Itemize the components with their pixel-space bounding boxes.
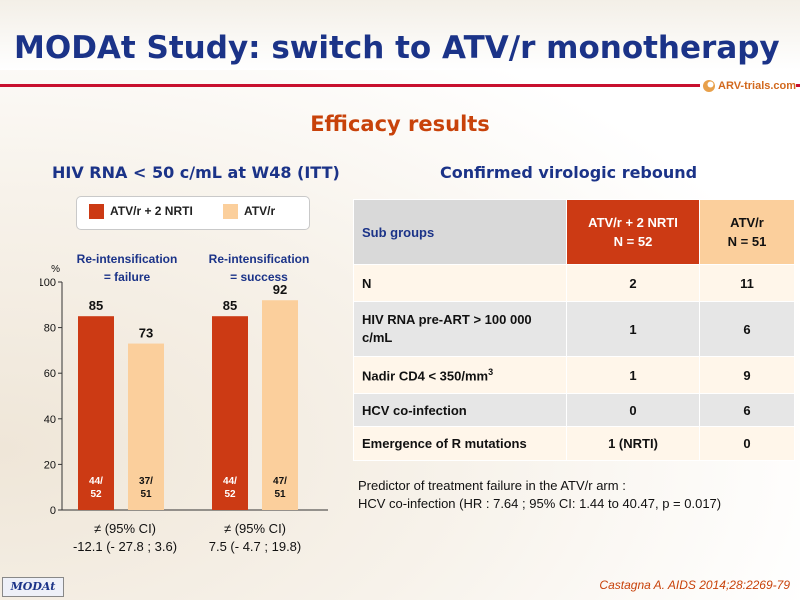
subgroup-table: Sub groups ATV/r + 2 NRTI N = 52 ATV/r N… xyxy=(353,199,795,461)
row-label: Emergence of R mutations xyxy=(353,426,567,461)
bar-n-label: 52 xyxy=(90,489,102,500)
table-row: N 2 11 xyxy=(353,264,795,302)
bar xyxy=(78,316,114,510)
legend-item-atvr-nrti: ATV/r + 2 NRTI xyxy=(89,204,193,220)
bar-chart: % 0 20 40 60 80 100 85 44/52 73 37/51 85 44/52 92 47/5… xyxy=(40,264,328,517)
chart-legend: ATV/r + 2 NRTI ATV/r xyxy=(76,196,310,230)
title-band xyxy=(0,0,800,70)
predictor-note: Predictor of treatment failure in the AT… xyxy=(358,477,721,513)
bar-n-label: 51 xyxy=(140,489,152,500)
bar-n-label: 37/ xyxy=(139,476,153,487)
right-heading: Confirmed virologic rebound xyxy=(440,163,698,182)
table-row: HCV co-infection 0 6 xyxy=(353,393,795,427)
predictor-line: HCV co-infection (HR : 7.64 ; 95% CI: 1.… xyxy=(358,496,722,511)
y-axis-unit: % xyxy=(51,264,60,275)
modat-badge: MODAt xyxy=(2,577,64,597)
y-tick-label: 20 xyxy=(44,459,56,471)
table-row: Emergence of R mutations 1 (NRTI) 0 xyxy=(353,426,795,461)
header-line: ATV/r + 2 NRTI xyxy=(588,215,678,230)
y-tick-label: 40 xyxy=(44,414,56,426)
predictor-line: Predictor of treatment failure in the AT… xyxy=(358,478,626,493)
header-atvr: ATV/r N = 51 xyxy=(699,199,795,265)
diff-line: 7.5 (- 4.7 ; 19.8) xyxy=(208,539,302,554)
logo-text: ARV-trials.com xyxy=(718,80,797,92)
bar xyxy=(262,300,298,510)
header-atvr-nrti: ATV/r + 2 NRTI N = 52 xyxy=(566,199,700,265)
bar-n-label: 44/ xyxy=(89,476,103,487)
row-value: 0 xyxy=(566,393,700,427)
legend-label: ATV/r + 2 NRTI xyxy=(110,204,193,218)
table-header-row: Sub groups ATV/r + 2 NRTI N = 52 ATV/r N… xyxy=(353,199,795,265)
bar-value-label: 92 xyxy=(273,282,287,297)
bar-n-label: 51 xyxy=(274,489,286,500)
table-row: HIV RNA pre-ART > 100 000 c/mL 1 6 xyxy=(353,301,795,357)
header-line: ATV/r xyxy=(730,215,764,230)
row-label: N xyxy=(353,264,567,302)
group-label-success: Re-intensification = success xyxy=(194,250,324,286)
header-line: N = 52 xyxy=(613,234,653,249)
y-tick-label: 60 xyxy=(44,368,56,380)
row-value: 0 xyxy=(699,426,795,461)
row-label-superscript: 3 xyxy=(488,366,494,377)
bar-n-label: 52 xyxy=(224,489,236,500)
bar xyxy=(212,316,248,510)
bar-n-label: 47/ xyxy=(273,476,287,487)
y-tick-label: 0 xyxy=(50,505,56,517)
row-value: 1 (NRTI) xyxy=(566,426,700,461)
group-label-line: Re-intensification xyxy=(76,252,178,266)
row-label: Nadir CD4 < 350/mm3 xyxy=(353,356,567,394)
row-label-text: Nadir CD4 < 350/mm xyxy=(362,368,489,384)
bar-n-label: 44/ xyxy=(223,476,237,487)
row-value: 6 xyxy=(699,301,795,357)
diff-line: -12.1 (- 27.8 ; 3.6) xyxy=(72,539,178,554)
bar xyxy=(128,343,164,510)
row-value: 6 xyxy=(699,393,795,427)
row-value: 1 xyxy=(566,301,700,357)
difference-ci-group-2: ≠ (95% CI) 7.5 (- 4.7 ; 19.8) xyxy=(180,520,330,556)
diff-line: ≠ (95% CI) xyxy=(93,521,157,536)
y-tick-label: 100 xyxy=(40,277,56,289)
row-value: 11 xyxy=(699,264,795,302)
legend-swatch-red xyxy=(89,204,104,220)
difference-ci-group-1: ≠ (95% CI) -12.1 (- 27.8 ; 3.6) xyxy=(50,520,200,556)
row-value: 9 xyxy=(699,356,795,394)
group-label-line: = failure xyxy=(103,270,151,284)
row-value: 1 xyxy=(566,356,700,394)
header-line: N = 51 xyxy=(727,234,767,249)
header-subgroups: Sub groups xyxy=(353,199,567,265)
row-label: HCV co-infection xyxy=(353,393,567,427)
table-row: Nadir CD4 < 350/mm3 1 9 xyxy=(353,356,795,394)
left-heading: HIV RNA < 50 c/mL at W48 (ITT) xyxy=(52,163,340,182)
title-divider xyxy=(0,84,800,87)
bar-value-label: 85 xyxy=(223,298,237,313)
group-label-line: Re-intensification xyxy=(208,252,310,266)
y-tick-label: 80 xyxy=(44,323,56,335)
group-label-failure: Re-intensification = failure xyxy=(62,250,192,286)
legend-item-atvr: ATV/r xyxy=(223,204,276,220)
citation: Castagna A. AIDS 2014;28:2269-79 xyxy=(599,578,790,592)
row-label: HIV RNA pre-ART > 100 000 c/mL xyxy=(353,301,567,357)
logo-swirl-icon xyxy=(703,80,715,92)
section-title: Efficacy results xyxy=(310,112,490,136)
legend-label: ATV/r xyxy=(244,204,276,218)
bar-value-label: 73 xyxy=(139,326,153,341)
slide-title: MODAt Study: switch to ATV/r monotherapy xyxy=(14,30,780,66)
arv-trials-logo: ARV-trials.com xyxy=(700,76,796,98)
group-label-line: = success xyxy=(230,270,288,284)
diff-line: ≠ (95% CI) xyxy=(223,521,287,536)
legend-swatch-tan xyxy=(223,204,238,220)
bar-value-label: 85 xyxy=(89,298,103,313)
row-value: 2 xyxy=(566,264,700,302)
